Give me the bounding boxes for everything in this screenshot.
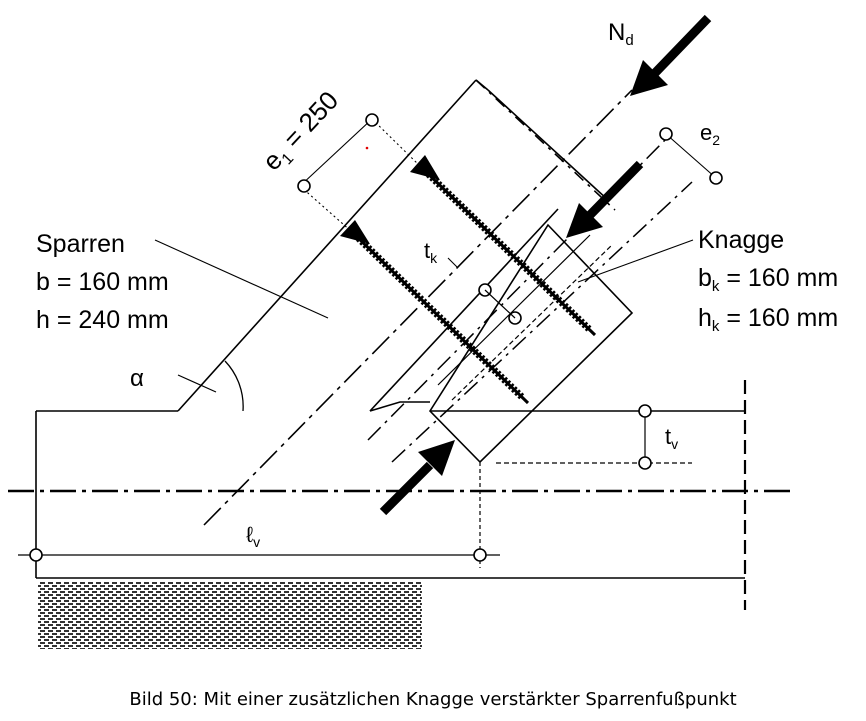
knagge-axis [367, 134, 671, 441]
alpha-arc [224, 360, 244, 412]
rafter [177, 79, 609, 412]
e1-label: e1 = 250 [256, 85, 347, 179]
dim-tv-point-1 [638, 404, 652, 418]
dim-e2-point-2 [709, 171, 723, 185]
dim-e1-point-2 [365, 113, 379, 127]
red-dot [365, 146, 369, 150]
lv-label: ℓv [246, 522, 260, 550]
sparren-title: Sparren [36, 230, 125, 258]
knagge-inner-line-2 [451, 244, 613, 401]
knagge-h: hk = 160 mm [698, 304, 838, 335]
dim-lv-point-1 [29, 548, 43, 562]
knagge-leader [577, 239, 694, 283]
tk-label: tk [424, 238, 438, 266]
force-arrow-knagge [566, 160, 644, 238]
dim-e1 [299, 118, 423, 233]
knagge-axis-2 [391, 181, 693, 463]
e2-label: e2 [700, 120, 720, 148]
dim-e1-point-1 [297, 179, 311, 193]
reaction-arrow [379, 440, 455, 516]
knagge-b: bk = 160 mm [698, 264, 838, 295]
beam [35, 410, 745, 579]
tv-label: tv [665, 424, 678, 452]
sparren-b: b = 160 mm [36, 268, 169, 296]
alpha-leader [177, 374, 217, 393]
knagge-title: Knagge [698, 226, 784, 254]
tk-leader [447, 257, 459, 269]
sparren-h: h = 240 mm [36, 306, 169, 334]
alpha-label: α [130, 365, 144, 392]
dim-lv-point-2 [473, 548, 487, 562]
screw-upper [410, 155, 597, 337]
force-arrow-nd [630, 14, 712, 96]
knagge-block [428, 223, 634, 464]
tk-line [484, 289, 516, 319]
notch [369, 401, 430, 412]
rafter-axis [203, 89, 633, 526]
screw-lower [340, 220, 530, 405]
force-label: Nd [608, 19, 634, 49]
dim-e2-point-1 [659, 127, 673, 141]
dim-tv-point-2 [638, 456, 652, 470]
sparren-leader [154, 239, 329, 319]
dim-e2 [665, 133, 717, 179]
ground-hatch [38, 581, 422, 649]
rafter-end-dashed [475, 79, 616, 211]
knagge-inner-line [437, 234, 591, 386]
figure-caption: Bild 50: Mit einer zusätzlichen Knagge v… [129, 689, 736, 710]
